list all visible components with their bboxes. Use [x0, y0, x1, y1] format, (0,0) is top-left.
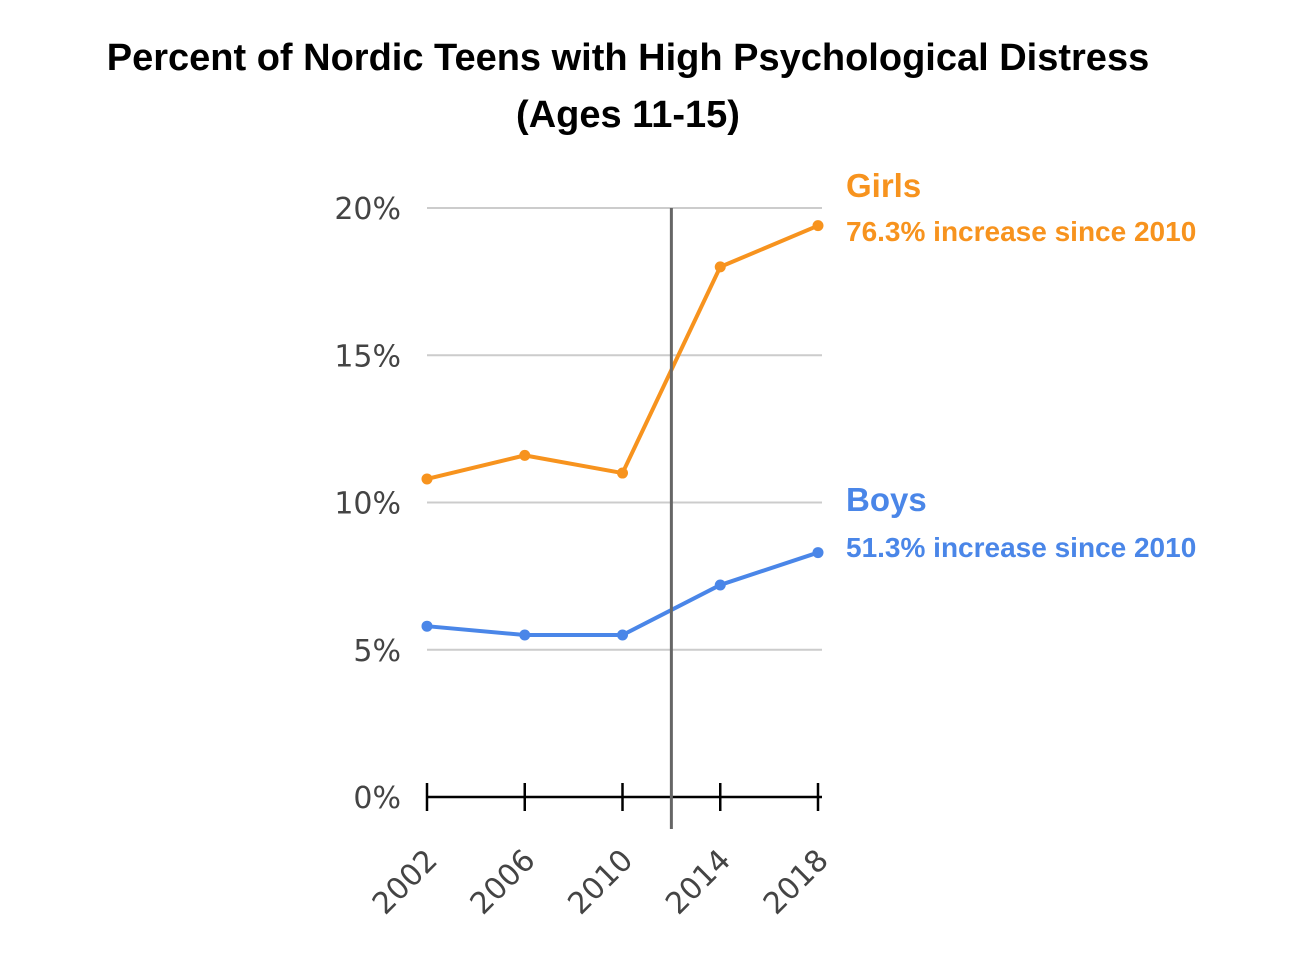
girls-point: [617, 467, 628, 479]
girls-increase-note: 76.3% increase since 2010: [846, 216, 1196, 247]
boys-increase-note: 51.3% increase since 2010: [846, 532, 1196, 563]
girls-series-label: Girls: [846, 167, 921, 204]
girls-line: [425, 223, 820, 481]
x-tick-label: 2006: [464, 843, 543, 922]
x-tick-label: 2002: [366, 843, 445, 922]
x-tick-label: 2018: [757, 843, 836, 922]
girls-point: [519, 449, 531, 461]
boys-point: [519, 629, 531, 641]
y-tick-label: 5%: [353, 634, 401, 669]
x-axis: 2002 2006 2010 2014 2018: [366, 783, 836, 922]
y-axis-ticks: 0% 5% 10% 15% 20%: [334, 192, 401, 816]
chart-subtitle: (Ages 11-15): [516, 94, 740, 136]
boys-point: [421, 620, 433, 632]
x-tick-label: 2014: [659, 843, 738, 922]
y-tick-label: 20%: [334, 192, 401, 227]
series-lines: [421, 220, 824, 641]
boys-point: [812, 547, 824, 559]
boys-point: [617, 629, 628, 641]
boys-point: [714, 579, 726, 591]
boys-series-label: Boys: [846, 481, 927, 518]
girls-point: [421, 473, 433, 485]
y-tick-label: 0%: [353, 781, 401, 816]
boys-line: [425, 550, 820, 638]
y-tick-label: 15%: [334, 339, 401, 374]
girls-point: [812, 220, 824, 232]
girls-point: [714, 261, 726, 273]
chart-title: Percent of Nordic Teens with High Psycho…: [107, 37, 1149, 79]
x-tick-label: 2010: [561, 843, 640, 922]
gridlines: [427, 207, 822, 651]
y-tick-label: 10%: [334, 487, 401, 522]
